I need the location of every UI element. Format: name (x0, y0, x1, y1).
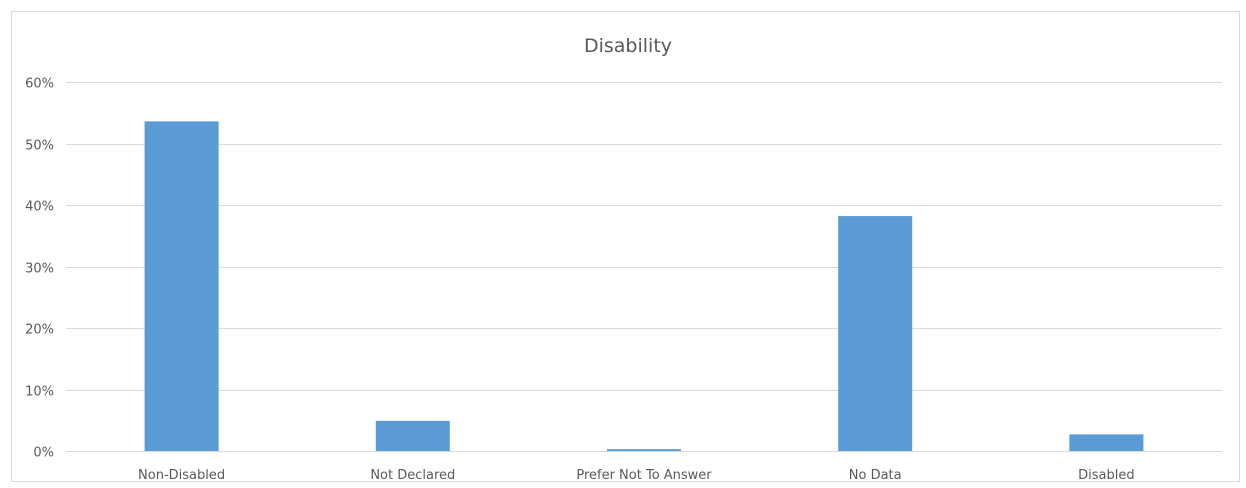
y-tick-label: 20% (25, 323, 54, 338)
x-tick-label: Not Declared (370, 468, 455, 483)
x-axis-tick-labels: Non-Disabled Not Declared Prefer Not To An… (138, 468, 1135, 483)
y-tick-label: 0% (33, 446, 54, 461)
y-tick-label: 30% (25, 262, 54, 277)
y-axis-tick-labels: 0% 10% 20% 30% 40% 50% 60% (25, 77, 54, 461)
chart-title: Disability (584, 35, 672, 57)
x-tick-label: Non-Disabled (138, 468, 225, 483)
x-tick-label: Disabled (1078, 468, 1134, 483)
bar-prefer-not-to-answer (607, 449, 681, 451)
y-tick-label: 60% (25, 77, 54, 92)
x-tick-label: Prefer Not To Answer (576, 468, 712, 483)
bar-not-declared (375, 420, 450, 451)
y-tick-label: 40% (25, 200, 54, 215)
y-tick-label: 50% (25, 139, 54, 154)
gridlines (66, 82, 1222, 452)
bars (144, 121, 1144, 452)
bar-disabled (1069, 434, 1144, 451)
bar-non-disabled (144, 121, 219, 452)
y-tick-label: 10% (25, 385, 54, 400)
x-tick-label: No Data (849, 468, 902, 483)
bar-no-data (838, 216, 913, 451)
